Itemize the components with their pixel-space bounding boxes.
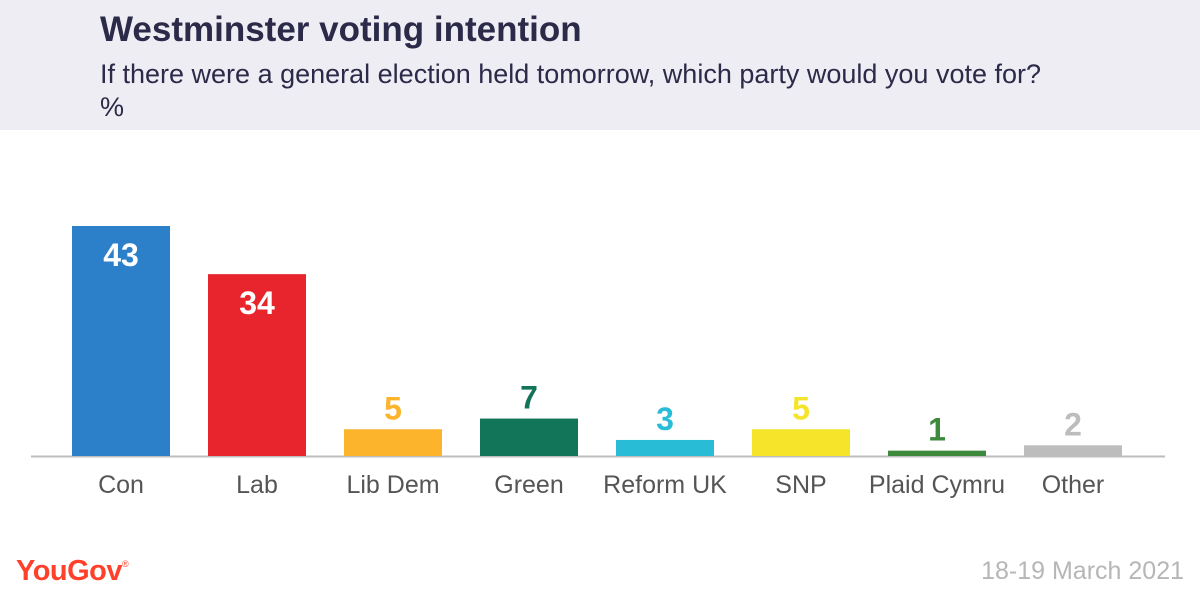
chart-subtitle: If there were a general election held to… bbox=[100, 59, 1042, 122]
bar-other bbox=[1024, 445, 1122, 456]
brand-mark: ® bbox=[122, 559, 129, 569]
bar-snp bbox=[752, 429, 850, 456]
tick-label-reform-uk: Reform UK bbox=[603, 471, 727, 499]
data-label-lib-dem: 5 bbox=[384, 390, 402, 426]
data-label-snp: 5 bbox=[792, 390, 810, 426]
chart-title: Westminster voting intention bbox=[100, 10, 582, 49]
data-label-lab: 34 bbox=[239, 285, 275, 321]
tick-label-lab: Lab bbox=[236, 471, 278, 499]
bar-green bbox=[480, 418, 578, 456]
bar-lib-dem bbox=[344, 429, 442, 456]
data-label-other: 2 bbox=[1064, 406, 1082, 442]
tick-label-snp: SNP bbox=[775, 471, 826, 499]
tick-label-other: Other bbox=[1042, 471, 1105, 499]
brand-name: YouGov bbox=[16, 555, 123, 587]
data-label-reform-uk: 3 bbox=[656, 401, 674, 437]
bar-con bbox=[72, 226, 170, 456]
header-band: Westminster voting intention If there we… bbox=[0, 0, 1200, 130]
tick-label-plaid-cymru: Plaid Cymru bbox=[869, 471, 1005, 499]
tick-label-lib-dem: Lib Dem bbox=[346, 471, 439, 499]
bar-reform-uk bbox=[616, 439, 714, 456]
bar-lab bbox=[208, 274, 306, 456]
tick-label-con: Con bbox=[98, 471, 144, 499]
data-label-con: 43 bbox=[103, 237, 139, 273]
tick-label-green: Green bbox=[494, 471, 563, 499]
data-label-green: 7 bbox=[520, 380, 538, 416]
bar-chart: 43 Con 34 Lab 5 Lib Dem 7 Green 3 Reform UK 5 SNP 1 P… bbox=[31, 226, 1165, 499]
data-label-plaid-cymru: 1 bbox=[928, 412, 946, 448]
bar-plaid-cymru bbox=[888, 450, 986, 456]
fieldwork-date: 18-19 March 2021 bbox=[981, 557, 1184, 585]
yougov-logo: YouGov® bbox=[16, 555, 129, 588]
